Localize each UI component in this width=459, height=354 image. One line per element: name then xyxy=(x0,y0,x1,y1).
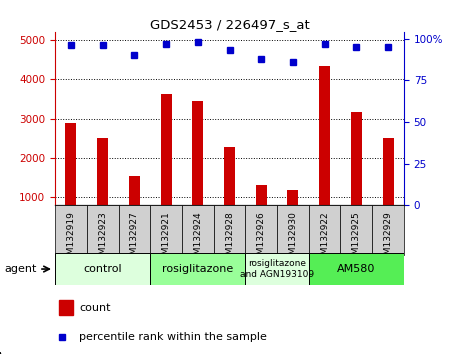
Bar xyxy=(351,112,362,237)
Bar xyxy=(372,205,404,255)
Bar xyxy=(87,205,118,255)
Text: AM580: AM580 xyxy=(337,264,375,274)
Bar xyxy=(224,147,235,237)
Text: GSM132923: GSM132923 xyxy=(98,211,107,266)
Text: GSM132919: GSM132919 xyxy=(67,211,75,266)
Bar xyxy=(97,138,108,237)
Bar xyxy=(256,185,267,237)
Text: GSM132930: GSM132930 xyxy=(288,211,297,266)
Title: GDS2453 / 226497_s_at: GDS2453 / 226497_s_at xyxy=(150,18,309,31)
Bar xyxy=(150,253,246,285)
Bar xyxy=(287,189,298,237)
Text: GSM132925: GSM132925 xyxy=(352,211,361,266)
Text: rosiglitazone: rosiglitazone xyxy=(162,264,234,274)
Bar xyxy=(246,205,277,255)
Text: GSM132926: GSM132926 xyxy=(257,211,266,266)
Bar xyxy=(118,205,150,255)
Bar xyxy=(182,205,213,255)
Text: percentile rank within the sample: percentile rank within the sample xyxy=(79,332,268,342)
Bar xyxy=(161,94,172,237)
Bar xyxy=(192,101,203,237)
Bar xyxy=(55,253,150,285)
Bar xyxy=(59,300,73,315)
Bar xyxy=(213,205,246,255)
Text: count: count xyxy=(79,303,111,313)
Bar xyxy=(65,122,77,237)
Bar xyxy=(382,138,394,237)
Bar xyxy=(309,253,404,285)
Bar xyxy=(55,205,87,255)
Text: GSM132927: GSM132927 xyxy=(130,211,139,266)
Bar xyxy=(341,205,372,255)
Text: GSM132928: GSM132928 xyxy=(225,211,234,266)
Text: rosiglitazone
and AGN193109: rosiglitazone and AGN193109 xyxy=(240,259,314,279)
Text: GSM132922: GSM132922 xyxy=(320,211,329,266)
Bar xyxy=(246,253,309,285)
Text: GSM132924: GSM132924 xyxy=(193,211,202,266)
Bar xyxy=(129,176,140,237)
Text: GSM132929: GSM132929 xyxy=(384,211,392,266)
Text: GSM132921: GSM132921 xyxy=(162,211,171,266)
Text: agent: agent xyxy=(5,264,37,274)
Text: control: control xyxy=(84,264,122,274)
Bar xyxy=(309,205,341,255)
Bar xyxy=(277,205,309,255)
Bar xyxy=(319,66,330,237)
Bar xyxy=(150,205,182,255)
